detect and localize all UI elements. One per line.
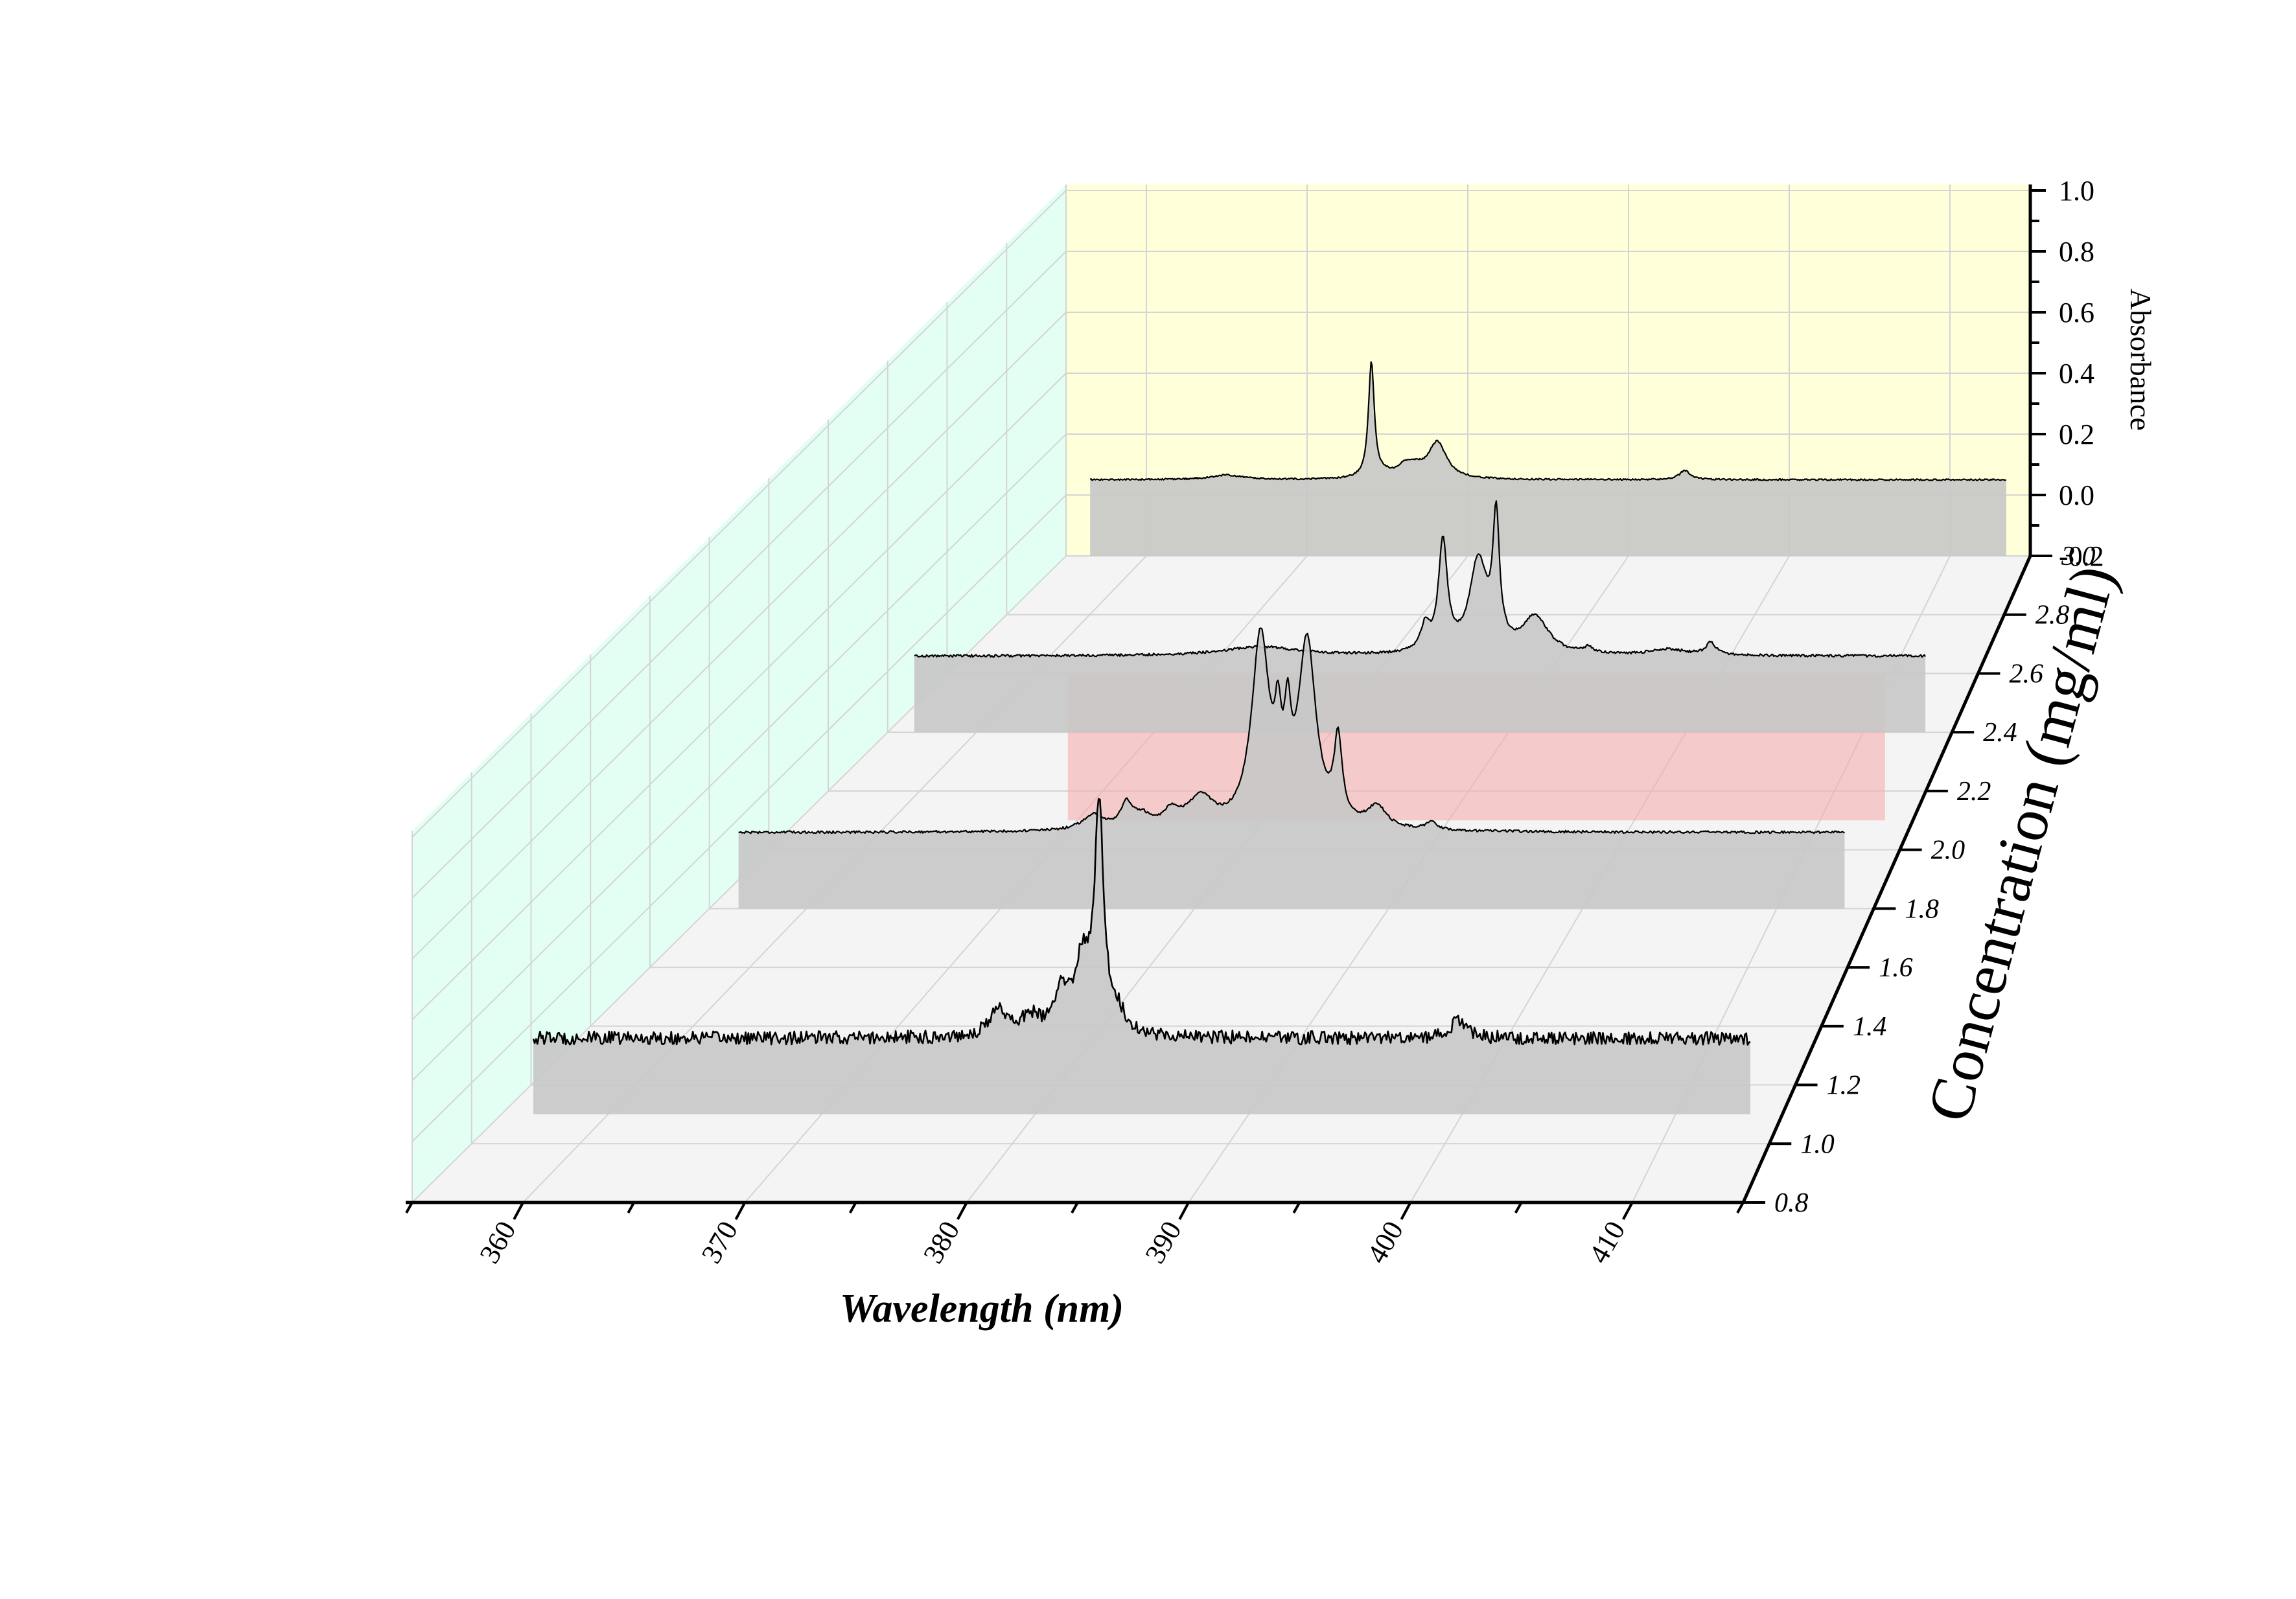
y-gridline: [412, 373, 2030, 1020]
y-gridline: [412, 251, 2030, 899]
z-tick-label: 1.4: [1853, 1012, 1887, 1042]
x-tick-label: 360: [473, 1216, 522, 1269]
x-tick-label: 380: [917, 1216, 966, 1269]
z-tick-label: 2.0: [1931, 836, 1966, 866]
x-tick-label: 400: [1361, 1216, 1409, 1269]
x-tick-label: 410: [1583, 1216, 1631, 1269]
x-minor-tick: [1071, 1202, 1079, 1214]
x-tick: [513, 1202, 524, 1220]
series-line: [914, 500, 1927, 658]
y-gridline: [412, 312, 2030, 960]
x-minor-tick: [848, 1202, 857, 1214]
x-minor-tick: [1514, 1202, 1523, 1214]
z-tick-label: 2.6: [2009, 659, 2043, 689]
series-fill: [738, 628, 1845, 909]
x-tick-label: 390: [1139, 1216, 1187, 1269]
y-tick-label: 1.0: [2059, 175, 2094, 207]
y-axis-title: Absorbance: [2124, 288, 2157, 431]
series-fill: [914, 501, 1926, 733]
x-tick: [1178, 1202, 1190, 1220]
y-tick-label: 0.2: [2059, 419, 2094, 450]
z-tick-label: 1.6: [1879, 953, 1913, 983]
x-minor-tick: [405, 1202, 413, 1214]
y-tick-label: 0.0: [2059, 479, 2094, 511]
x-tick: [1400, 1202, 1412, 1220]
series-line: [532, 798, 1751, 1046]
z-tick-label: 2.2: [1957, 777, 1991, 807]
y-tick-label: 0.4: [2059, 358, 2094, 389]
y-gridline: [412, 190, 2030, 838]
y-tick-label: 0.8: [2059, 236, 2094, 268]
x-minor-tick: [1292, 1202, 1301, 1214]
z-tick-label: 3.0: [2061, 542, 2096, 571]
x-tick: [734, 1202, 747, 1220]
x-minor-tick: [1736, 1202, 1745, 1214]
series-line: [1089, 361, 2006, 481]
y-tick-label: -0.2: [2059, 540, 2104, 572]
z-tick-label: 2.8: [2035, 601, 2070, 630]
z-tick-label: 2.4: [1983, 718, 2017, 748]
y-tick-label: 0.6: [2059, 297, 2094, 328]
z-tick-label: 1.0: [1800, 1129, 1835, 1159]
x-tick: [957, 1202, 968, 1220]
y-gridline: [412, 433, 2030, 1081]
z-tick-label: 0.8: [1774, 1188, 1809, 1218]
x-tick-label: 370: [695, 1216, 744, 1269]
z-tick-label: 1.8: [1905, 894, 1939, 924]
side-wall: [412, 184, 1066, 1203]
series-fill: [1090, 362, 2006, 556]
x-minor-tick: [627, 1202, 636, 1214]
series-line: [738, 627, 1845, 834]
spectra-series: [532, 361, 2006, 1114]
x-axis-title: Wavelength (nm): [840, 1287, 1124, 1331]
x-tick: [1622, 1202, 1634, 1220]
z-tick-label: 1.2: [1827, 1071, 1861, 1101]
z-axis-line: [1741, 555, 2032, 1204]
series-fill: [533, 799, 1750, 1114]
chart-gridlines: [412, 184, 2030, 1203]
